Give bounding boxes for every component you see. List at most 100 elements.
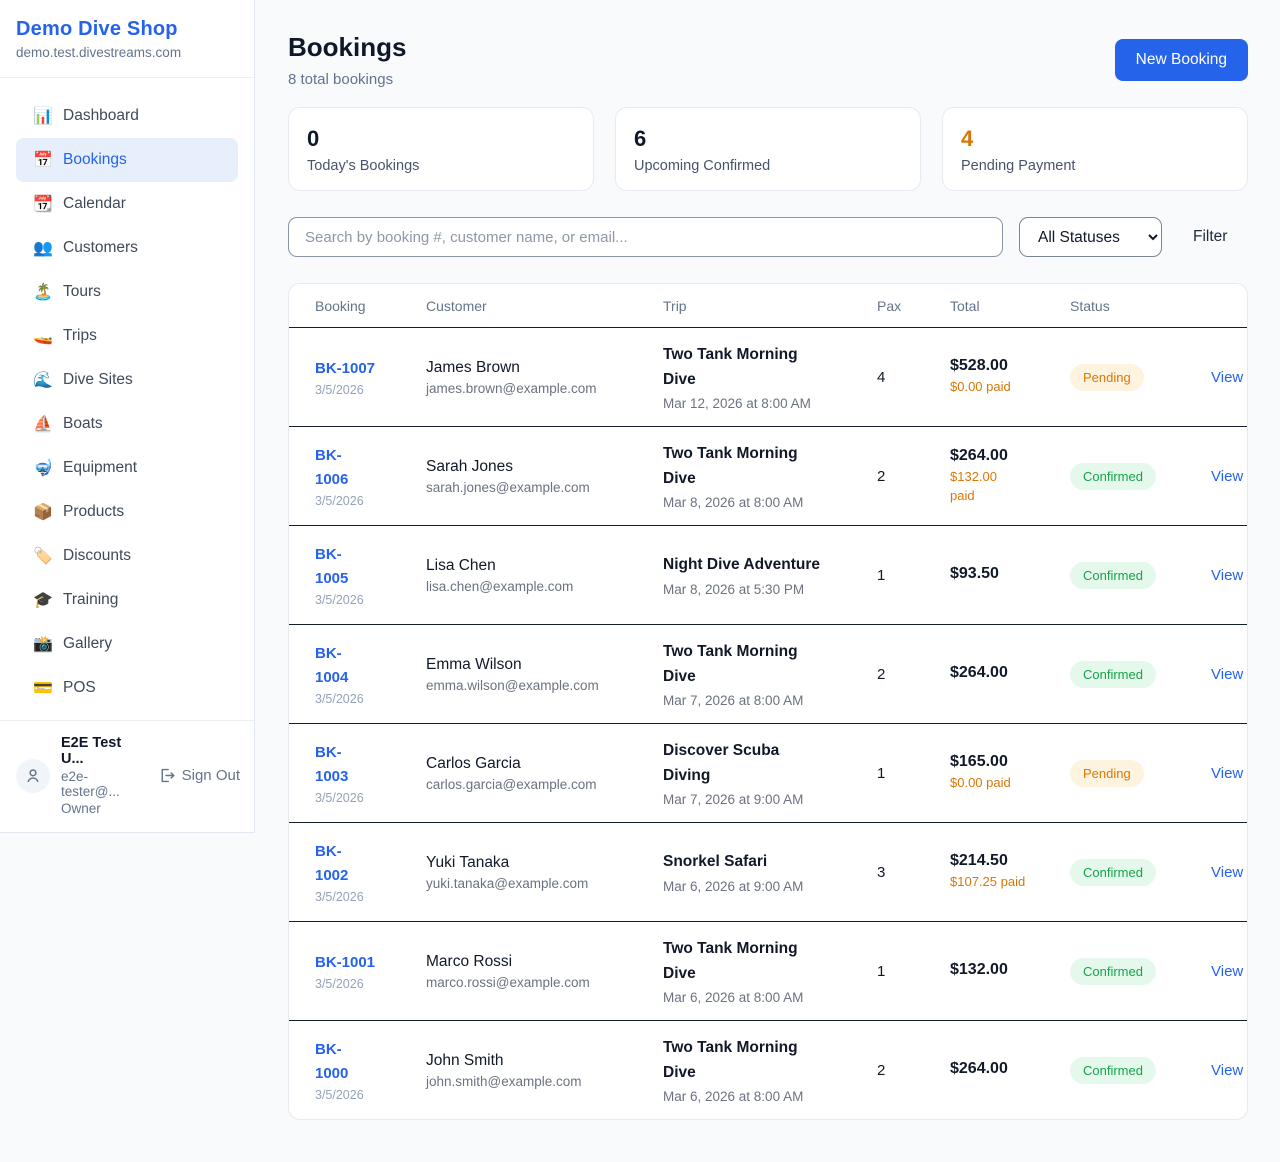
sidebar-item-pos[interactable]: 💳 POS [16,666,238,710]
booking-date: 3/5/2026 [315,890,364,904]
sidebar-item-label: Gallery [63,635,113,652]
total-cell: $165.00 $0.00 paid [950,753,1070,793]
customer-name: Yuki Tanaka [426,853,510,871]
customer-email: john.smith@example.com [426,1073,582,1089]
sidebar-item-dashboard[interactable]: 📊 Dashboard [16,94,238,138]
status-cell: Pending [1070,363,1195,391]
customer-cell: Lisa Chen lisa.chen@example.com [426,557,663,594]
total-cell: $264.00 [950,664,1070,685]
trip-cell: Two Tank Morning Dive Mar 8, 2026 at 8:0… [663,442,877,509]
pax-cell: 4 [877,368,886,386]
sidebar-item-calendar[interactable]: 📆 Calendar [16,182,238,226]
sign-out-button[interactable]: Sign Out [158,767,240,784]
sidebar-item-boats[interactable]: ⛵ Boats [16,402,238,446]
sign-out-icon [161,768,175,783]
trip-cell: Two Tank Morning Dive Mar 6, 2026 at 8:0… [663,937,877,1004]
stat-value: 6 [634,126,647,151]
booking-id-link[interactable]: BK-1001 [315,954,376,971]
booking-id-link[interactable]: BK- 1003 [315,744,349,785]
sidebar-item-gallery[interactable]: 📸 Gallery [16,622,238,666]
total-amount: $264.00 [950,1059,1008,1077]
pax-cell: 1 [877,764,886,782]
sidebar-item-tours[interactable]: 🏝️ Tours [16,270,238,314]
status-cell: Confirmed [1070,1056,1195,1084]
trip-datetime: Mar 6, 2026 at 8:00 AM [663,1088,804,1104]
booking-id-link[interactable]: BK- 1005 [315,546,349,587]
new-booking-button[interactable]: New Booking [1114,39,1248,81]
total-cell: $264.00 $132.00 paid [950,447,1070,506]
booking-row: BK-1007 3/5/2026 James Brown james.brown… [289,327,1247,426]
status-badge: Confirmed [1070,858,1156,886]
camera-icon: 📸 [33,636,53,653]
trip-name: Two Tank Morning Dive [663,940,798,982]
trip-name: Two Tank Morning Dive [663,445,798,487]
view-link[interactable]: View [1211,665,1244,683]
sidebar-item-products[interactable]: 📦 Products [16,490,238,534]
view-link[interactable]: View [1211,566,1244,584]
total-amount: $264.00 [950,663,1008,681]
sidebar-item-trips[interactable]: 🚤 Trips [16,314,238,358]
tear-calendar-icon: 📆 [33,196,53,213]
sidebar-item-customers[interactable]: 👥 Customers [16,226,238,270]
stat-card: 4 Pending Payment [942,107,1248,191]
trip-name: Two Tank Morning Dive [663,346,798,388]
sidebar-item-label: Boats [63,415,103,432]
view-link[interactable]: View [1211,863,1244,881]
trip-datetime: Mar 12, 2026 at 8:00 AM [663,395,811,411]
dive-mask-icon: 🤿 [33,460,53,477]
view-link[interactable]: View [1211,764,1244,782]
booking-id-link[interactable]: BK- 1004 [315,645,349,686]
customer-name: Carlos Garcia [426,754,521,772]
view-link[interactable]: View [1211,467,1244,485]
status-select[interactable]: All Statuses [1019,217,1162,257]
booking-row: BK- 1005 3/5/2026 Lisa Chen lisa.chen@ex… [289,525,1247,624]
trip-cell: Two Tank Morning Dive Mar 7, 2026 at 8:0… [663,640,877,707]
booking-row: BK- 1000 3/5/2026 John Smith john.smith@… [289,1020,1247,1119]
bar-chart-icon: 📊 [33,108,53,125]
sidebar-item-equipment[interactable]: 🤿 Equipment [16,446,238,490]
status-badge: Confirmed [1070,462,1156,490]
booking-cell: BK-1007 3/5/2026 [315,357,426,397]
page-subtitle: 8 total bookings [288,71,394,88]
sidebar-item-label: Customers [63,239,138,256]
customer-cell: Yuki Tanaka yuki.tanaka@example.com [426,854,663,891]
sidebar-item-discounts[interactable]: 🏷️ Discounts [16,534,238,578]
booking-id-link[interactable]: BK-1007 [315,360,376,377]
customer-cell: Marco Rossi marco.rossi@example.com [426,953,663,990]
booking-date: 3/5/2026 [315,692,364,706]
sign-out-label: Sign Out [181,767,240,784]
customer-cell: James Brown james.brown@example.com [426,359,663,396]
sailboat-icon: ⛵ [33,416,53,433]
trip-cell: Discover Scuba Diving Mar 7, 2026 at 9:0… [663,739,877,806]
pax-cell: 2 [877,467,886,485]
trip-name: Night Dive Adventure [663,556,821,574]
view-link[interactable]: View [1211,962,1244,980]
pax-cell: 2 [877,1061,886,1079]
calendar-icon: 📅 [33,152,53,169]
user-info: E2E Test U... e2e-tester@... Owner [61,735,147,816]
total-cell: $214.50 $107.25 paid [950,852,1070,892]
trip-cell: Snorkel Safari Mar 6, 2026 at 9:00 AM [663,850,877,893]
user-email: e2e-tester@... [61,769,120,799]
table-column-header: Customer [426,297,487,314]
pax-cell: 3 [877,863,886,881]
package-icon: 📦 [33,504,53,521]
customer-name: Emma Wilson [426,655,522,673]
trip-datetime: Mar 6, 2026 at 8:00 AM [663,989,804,1005]
booking-id-link[interactable]: BK- 1000 [315,1041,349,1082]
search-input[interactable] [288,217,1003,257]
sidebar-item-training[interactable]: 🎓 Training [16,578,238,622]
trip-cell: Two Tank Morning Dive Mar 6, 2026 at 8:0… [663,1036,877,1103]
status-badge: Pending [1070,759,1144,787]
view-link[interactable]: View [1211,368,1244,386]
booking-id-link[interactable]: BK- 1006 [315,447,349,488]
sidebar: Demo Dive Shop demo.test.divestreams.com… [0,0,255,833]
booking-id-link[interactable]: BK- 1002 [315,843,349,884]
booking-cell: BK- 1006 3/5/2026 [315,444,426,508]
sidebar-item-bookings[interactable]: 📅 Bookings [16,138,238,182]
trip-name: Two Tank Morning Dive [663,1039,798,1081]
sidebar-item-dive-sites[interactable]: 🌊 Dive Sites [16,358,238,402]
pax-cell: 2 [877,665,886,683]
view-link[interactable]: View [1211,1061,1244,1079]
customer-email: james.brown@example.com [426,380,597,396]
